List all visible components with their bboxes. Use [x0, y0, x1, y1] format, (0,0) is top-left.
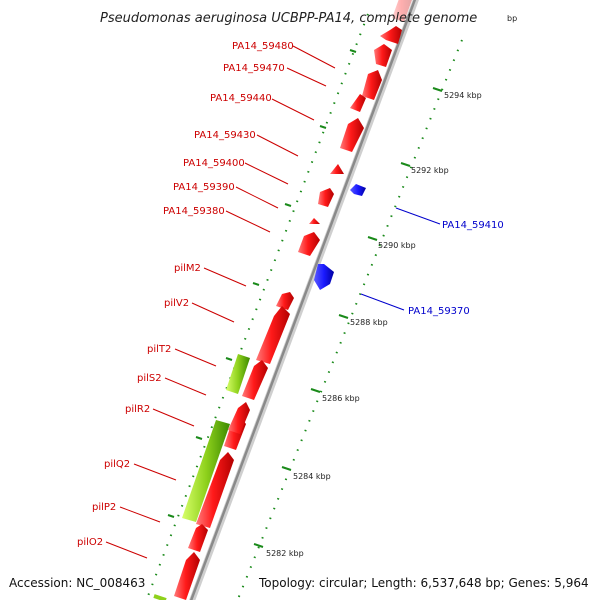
scale-tick-5288: 5288 kbp: [350, 318, 388, 327]
dotted-track-lines: [145, 13, 463, 600]
gene-block-pilt2[interactable]: [226, 354, 250, 394]
tick-5290: [367, 236, 378, 241]
gene-label-pa14-59400[interactable]: PA14_59400: [183, 158, 245, 169]
reverse-strand-genes: [314, 184, 366, 290]
gene-arrow-pa14-59370[interactable]: [314, 264, 334, 290]
tick-5282: [253, 543, 264, 548]
gene-label-pilq2[interactable]: pilQ2: [104, 459, 130, 470]
gene-label-pilr2[interactable]: pilR2: [125, 404, 150, 415]
gene-label-pa14-59410[interactable]: PA14_59410: [442, 220, 504, 231]
gene-label-pa14-59430[interactable]: PA14_59430: [194, 130, 256, 141]
gene-arrow-pa14-59470[interactable]: [362, 70, 382, 100]
gene-arrow-pa14-59400[interactable]: [330, 164, 344, 174]
gene-label-pa14-59380[interactable]: PA14_59380: [163, 206, 225, 217]
gene-labels: PA14_59480 PA14_59470 PA14_59440 PA14_59…: [77, 41, 504, 559]
scale-tick-5294: 5294 kbp: [444, 91, 482, 100]
gene-arrow-pa14-59480[interactable]: [380, 26, 402, 44]
gene-label-pa14-59390[interactable]: PA14_59390: [173, 182, 235, 193]
gene-block-pilq2[interactable]: [182, 420, 230, 522]
left-track-markers: [153, 49, 357, 600]
tick-5294: [432, 87, 443, 92]
gene-label-pils2[interactable]: pilS2: [137, 373, 162, 384]
gene-arrow-pa14-59440[interactable]: [350, 94, 366, 112]
gene-arrow-pa14-59390[interactable]: [318, 188, 334, 207]
gene-arrow-pilp2[interactable]: [188, 524, 208, 552]
gene-label-pilv2[interactable]: pilV2: [164, 298, 189, 309]
gene-arrow-pa14-59380[interactable]: [309, 218, 320, 224]
gene-label-pa14-59370[interactable]: PA14_59370: [408, 306, 470, 317]
scale-tick-5290: 5290 kbp: [378, 241, 416, 250]
gene-arrow-pilr2b[interactable]: [228, 402, 250, 434]
gene-label-pilt2[interactable]: pilT2: [147, 344, 171, 355]
gene-arrow-pa14-59410[interactable]: [350, 184, 366, 196]
gene-label-pilp2[interactable]: pilP2: [92, 502, 116, 513]
gene-label-pa14-59470[interactable]: PA14_59470: [223, 63, 285, 74]
tick-5288: [338, 314, 349, 319]
tick-5284: [281, 466, 292, 471]
tick-5286: [310, 388, 321, 393]
gene-arrow-pilv2[interactable]: [276, 292, 294, 310]
genome-summary: Topology: circular; Length: 6,537,648 bp…: [258, 576, 589, 590]
map-title: Pseudomonas aeruginosa UCBPP-PA14, compl…: [100, 11, 477, 26]
rna-genes: [182, 354, 250, 522]
gene-label-pa14-59480[interactable]: PA14_59480: [232, 41, 294, 52]
scale-tick-5284: 5284 kbp: [293, 472, 331, 481]
gene-arrow-pilt2[interactable]: [256, 306, 290, 364]
gene-label-pa14-59440[interactable]: PA14_59440: [210, 93, 272, 104]
gene-arrow-pils2[interactable]: [242, 360, 268, 400]
scale-ticks: 5294 kbp 5292 kbp 5290 kbp 5288 kbp 5286…: [253, 87, 482, 558]
gene-label-pilm2[interactable]: pilM2: [174, 263, 201, 274]
gene-arrow-pilq2[interactable]: [196, 452, 234, 528]
tick-5292: [400, 162, 411, 167]
forward-strand-genes: [174, 0, 412, 600]
gene-arrow-pa14-59480b[interactable]: [374, 44, 392, 67]
gene-arrow-pilo2[interactable]: [174, 552, 200, 600]
gene-arrow-top-faded[interactable]: [392, 0, 412, 22]
gene-label-pilo2[interactable]: pilO2: [77, 537, 103, 548]
map-title-suffix: bp: [507, 14, 517, 23]
gene-arrow-pa14-59430[interactable]: [340, 118, 364, 152]
scale-tick-5282: 5282 kbp: [266, 549, 304, 558]
scale-tick-5292: 5292 kbp: [411, 166, 449, 175]
accession-label: Accession: NC_008463: [9, 576, 145, 590]
gene-arrow-pilm2[interactable]: [298, 232, 320, 256]
scale-tick-5286: 5286 kbp: [322, 394, 360, 403]
genome-backbone: [189, 0, 419, 600]
